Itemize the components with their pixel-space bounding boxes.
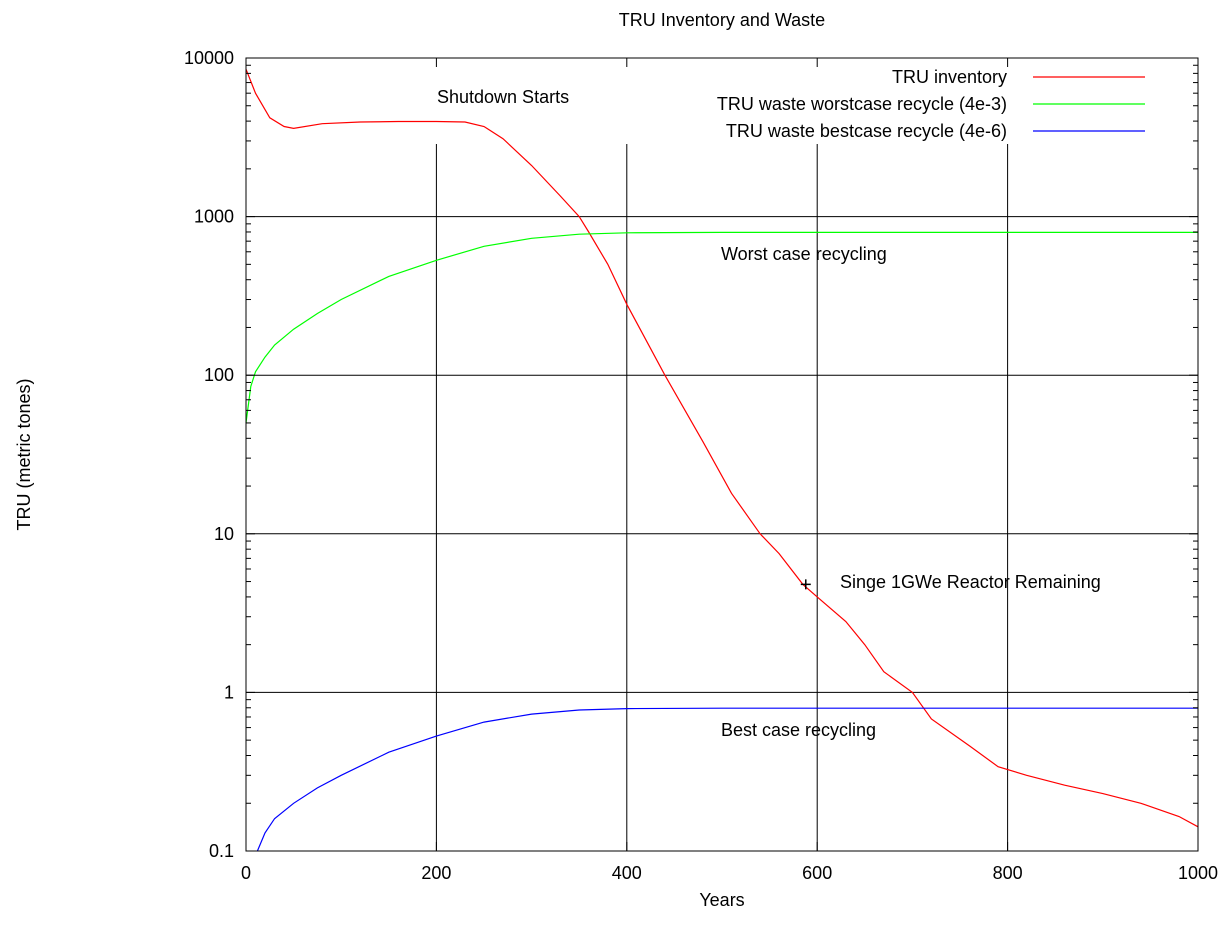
series-group: [245, 68, 1199, 852]
y-axis-label: TRU (metric tones): [14, 378, 34, 530]
y-tick-label: 1: [224, 682, 234, 702]
legend-label: TRU waste worstcase recycle (4e-3): [717, 94, 1007, 114]
series-line: [245, 68, 1199, 828]
x-tick-label: 800: [993, 863, 1023, 883]
legend: TRU inventory TRU waste worstcase recycle…: [717, 67, 1145, 141]
x-tick-label: 1000: [1178, 863, 1218, 883]
y-tick-label: 100: [204, 365, 234, 385]
legend-label: TRU inventory: [892, 67, 1007, 87]
y-tick-label: 10: [214, 524, 234, 544]
x-tick-label: 0: [241, 863, 251, 883]
annotation-label: Shutdown Starts: [437, 87, 569, 107]
x-axis-label: Years: [699, 890, 744, 910]
series-line: [245, 231, 1198, 423]
legend-label: TRU waste bestcase recycle (4e-6): [726, 121, 1007, 141]
annotation-label: Singe 1GWe Reactor Remaining: [840, 572, 1101, 592]
annotation-label: Worst case recycling: [721, 244, 887, 264]
chart-title: TRU Inventory and Waste: [619, 10, 825, 30]
series-line: [256, 707, 1198, 852]
y-tick-label: 0.1: [209, 841, 234, 861]
x-tick-label: 200: [421, 863, 451, 883]
annotations: Shutdown Starts Worst case recycling Singe…: [437, 87, 1101, 740]
annotation-label: Best case recycling: [721, 720, 876, 740]
axis-ticks: 0 200 400 600 800 1000 0.1 1 10 100 1000 10000: [184, 48, 1218, 883]
plot-frame: [245, 57, 1199, 852]
y-tick-label: 10000: [184, 48, 234, 68]
grid: [246, 144, 1198, 851]
y-tick-label: 1000: [194, 207, 234, 227]
x-tick-label: 400: [612, 863, 642, 883]
x-tick-label: 600: [802, 863, 832, 883]
